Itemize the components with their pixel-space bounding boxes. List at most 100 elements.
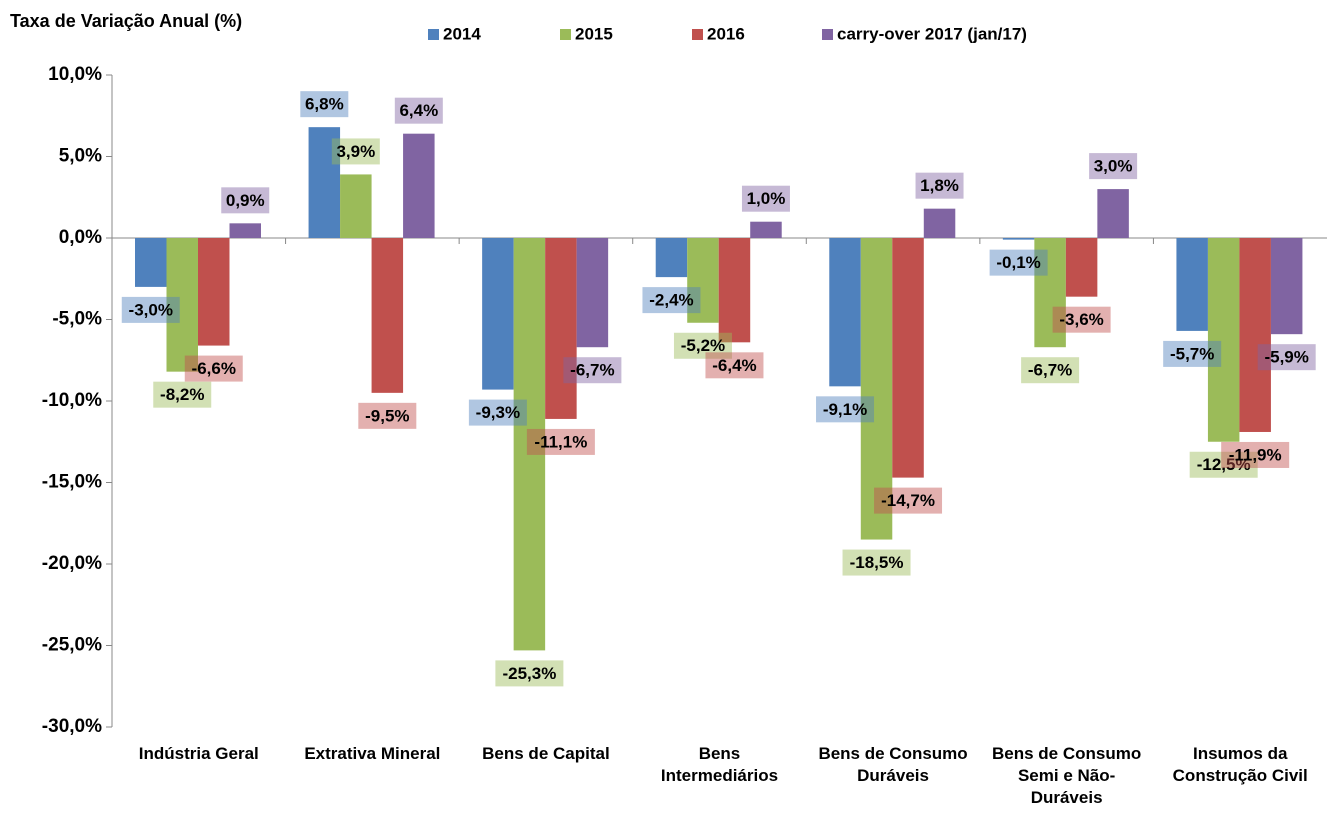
- data-label-box: [300, 91, 349, 118]
- data-label: -5,2%: [681, 336, 725, 355]
- bar: [1034, 238, 1066, 348]
- y-tick-label: -10,0%: [42, 390, 102, 411]
- legend-swatch: [692, 29, 703, 40]
- data-label: -9,3%: [476, 403, 520, 422]
- data-label-box: [874, 487, 943, 514]
- data-label-box: [358, 402, 417, 429]
- data-label: -6,7%: [570, 361, 614, 380]
- x-tick-label: Extrativa Mineral: [304, 744, 441, 763]
- bar: [1002, 238, 1035, 240]
- bar: [1207, 238, 1240, 442]
- bar: [1176, 238, 1208, 331]
- data-label: -11,1%: [534, 432, 587, 451]
- bar: [135, 238, 167, 287]
- x-tick-label: Bens de Capital: [482, 744, 610, 763]
- legend-label: carry-over 2017 (jan/17): [837, 24, 1027, 43]
- data-label: 3,9%: [336, 142, 375, 161]
- y-tick-label: -20,0%: [42, 553, 102, 574]
- data-label: 3,0%: [1094, 157, 1133, 176]
- bar: [403, 133, 435, 238]
- data-label-box: [121, 296, 180, 323]
- data-label-box: [1257, 344, 1316, 371]
- data-label-box: [842, 549, 911, 576]
- bar: [1065, 238, 1098, 297]
- legend-swatch: [428, 29, 439, 40]
- bar: [308, 127, 341, 238]
- data-label: 6,8%: [305, 95, 344, 114]
- data-label: 1,0%: [747, 189, 786, 208]
- data-label-box: [1052, 306, 1111, 333]
- bar: [166, 238, 198, 372]
- data-label-box: [184, 355, 243, 382]
- data-label: -8,2%: [160, 385, 204, 404]
- data-label: -9,5%: [365, 406, 409, 425]
- data-label-box: [526, 428, 595, 455]
- bar: [655, 238, 688, 278]
- data-label: -25,3%: [502, 664, 556, 683]
- data-label: -9,1%: [823, 400, 867, 419]
- data-label-box: [816, 396, 875, 423]
- bar: [576, 238, 609, 348]
- bar: [923, 208, 956, 238]
- y-tick-label: -5,0%: [52, 309, 102, 330]
- data-label: -3,6%: [1059, 310, 1103, 329]
- bar: [229, 223, 261, 238]
- legend-label: 2014: [443, 24, 481, 43]
- data-label: -6,6%: [192, 359, 236, 378]
- data-label-box: [1221, 441, 1290, 468]
- y-tick-label: 5,0%: [59, 146, 102, 167]
- data-label-box: [153, 381, 212, 408]
- bar: [860, 238, 893, 540]
- data-label: -6,7%: [1028, 361, 1072, 380]
- data-label: -6,4%: [712, 356, 756, 375]
- data-label: 0,9%: [226, 191, 265, 210]
- data-label-box: [915, 172, 964, 199]
- data-label: -5,7%: [1170, 344, 1214, 363]
- data-label-box: [642, 287, 701, 314]
- data-label-box: [495, 660, 564, 687]
- y-tick-label: 10,0%: [48, 64, 102, 85]
- bar: [892, 238, 924, 478]
- data-label-box: [673, 332, 732, 359]
- legend-label: 2015: [575, 24, 613, 43]
- legend-swatch: [822, 29, 833, 40]
- data-label: -12,5%: [1197, 455, 1251, 474]
- data-label-box: [989, 249, 1048, 276]
- bar: [513, 238, 546, 651]
- x-tick-label: Bens de Consumo Duráveis: [818, 744, 968, 785]
- data-label: -3,0%: [129, 300, 173, 319]
- data-label: -5,9%: [1264, 348, 1308, 367]
- y-tick-label: -25,0%: [42, 635, 102, 656]
- data-label: 1,8%: [920, 176, 959, 195]
- x-tick-label: Bens Intermediários: [660, 744, 779, 785]
- data-label: -11,9%: [1229, 445, 1282, 464]
- x-tick-label: Indústria Geral: [138, 744, 259, 763]
- axis-title: Taxa de Variação Anual (%): [10, 11, 242, 31]
- data-label-box: [1189, 451, 1258, 478]
- bar: [750, 221, 782, 238]
- y-tick-label: -30,0%: [42, 716, 102, 737]
- data-label-box: [1163, 340, 1222, 367]
- data-label: -0,1%: [996, 253, 1040, 272]
- bar: [1239, 238, 1271, 432]
- bar: [1270, 238, 1303, 335]
- x-tick-label: Insumos da Construção Civil: [1172, 744, 1308, 785]
- data-label-box: [741, 185, 790, 212]
- bar: [198, 238, 230, 346]
- data-label-box: [1089, 153, 1138, 180]
- legend-label: 2016: [707, 24, 745, 43]
- data-label: -14,7%: [881, 491, 935, 510]
- bar: [545, 238, 577, 419]
- bar: [1097, 189, 1129, 238]
- data-label: 6,4%: [399, 101, 438, 120]
- data-label-box: [394, 97, 443, 124]
- legend-swatch: [560, 29, 571, 40]
- data-label: -2,4%: [649, 291, 693, 310]
- bar: [340, 174, 372, 238]
- data-label-box: [563, 357, 622, 384]
- bar: [482, 238, 514, 390]
- data-label-box: [331, 138, 380, 165]
- data-label-box: [705, 352, 764, 379]
